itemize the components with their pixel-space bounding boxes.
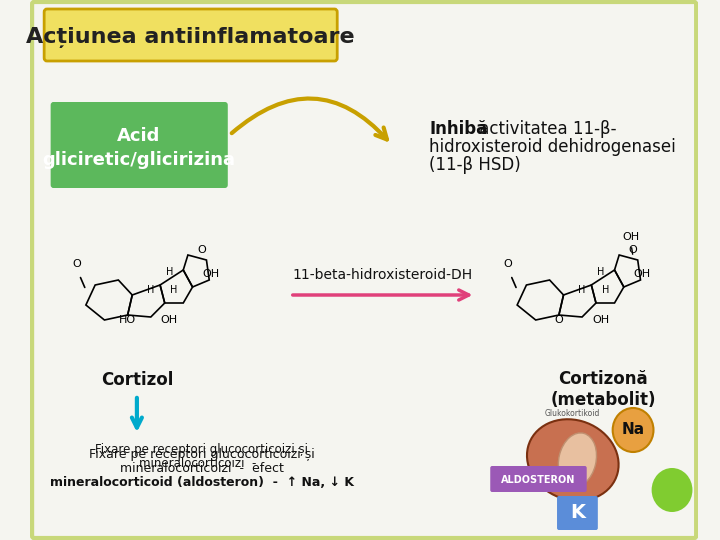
Text: OH: OH <box>202 269 220 279</box>
Ellipse shape <box>527 419 618 501</box>
Text: mineralocorticoid (aldosteron)  -  ↑ Na, ↓ K: mineralocorticoid (aldosteron) - ↑ Na, ↓… <box>50 476 354 489</box>
Text: Glukokortikoid: Glukokortikoid <box>545 408 600 417</box>
Text: H: H <box>147 285 155 295</box>
Text: H: H <box>578 285 586 295</box>
Text: Na: Na <box>621 422 644 437</box>
Circle shape <box>652 468 693 512</box>
Circle shape <box>613 408 654 452</box>
Text: O: O <box>197 245 206 255</box>
FancyBboxPatch shape <box>557 496 598 530</box>
Text: activitatea 11-β-: activitatea 11-β- <box>474 120 616 138</box>
Text: mineralocorticoizi  -  efect: mineralocorticoizi - efect <box>120 462 284 475</box>
Text: H: H <box>171 285 178 295</box>
Text: hidroxisteroid dehidrogenasei: hidroxisteroid dehidrogenasei <box>429 138 676 156</box>
Text: OH: OH <box>634 269 651 279</box>
Text: OH: OH <box>592 315 609 325</box>
FancyBboxPatch shape <box>490 466 587 492</box>
Text: OH: OH <box>161 315 178 325</box>
Text: O: O <box>72 259 81 269</box>
Text: H: H <box>597 267 604 277</box>
Text: 11-beta-hidroxisteroid-DH: 11-beta-hidroxisteroid-DH <box>292 268 473 282</box>
Text: Fixare pe receptori glucocorticoizi și: Fixare pe receptori glucocorticoizi și <box>89 448 315 461</box>
FancyBboxPatch shape <box>44 9 337 61</box>
Text: HO: HO <box>119 315 136 325</box>
Text: K: K <box>570 503 585 523</box>
Bar <box>44 195 294 370</box>
Text: Cortizol: Cortizol <box>101 371 173 389</box>
Text: Cortizonă
(metabolit): Cortizonă (metabolit) <box>551 370 656 409</box>
Text: H: H <box>602 285 609 295</box>
Text: mineralocorticoizi  -: mineralocorticoizi - <box>140 457 264 470</box>
Text: Inhibă: Inhibă <box>429 120 487 138</box>
Text: ALDOSTERON: ALDOSTERON <box>501 475 576 485</box>
Ellipse shape <box>558 433 597 487</box>
FancyBboxPatch shape <box>50 102 228 188</box>
Text: H: H <box>166 267 173 277</box>
Text: O: O <box>629 245 637 255</box>
Text: Acid
gliciretic/glicirizina: Acid gliciretic/glicirizina <box>42 127 235 169</box>
Text: Fixare pe receptori glucocorticoizi și: Fixare pe receptori glucocorticoizi și <box>95 443 308 456</box>
Text: Acțiunea antiinflamatoare: Acțiunea antiinflamatoare <box>27 28 355 49</box>
Text: O: O <box>554 315 563 325</box>
FancyBboxPatch shape <box>32 2 696 538</box>
Text: OH: OH <box>623 232 640 242</box>
Text: (11-β HSD): (11-β HSD) <box>429 156 521 174</box>
Text: O: O <box>503 259 512 269</box>
